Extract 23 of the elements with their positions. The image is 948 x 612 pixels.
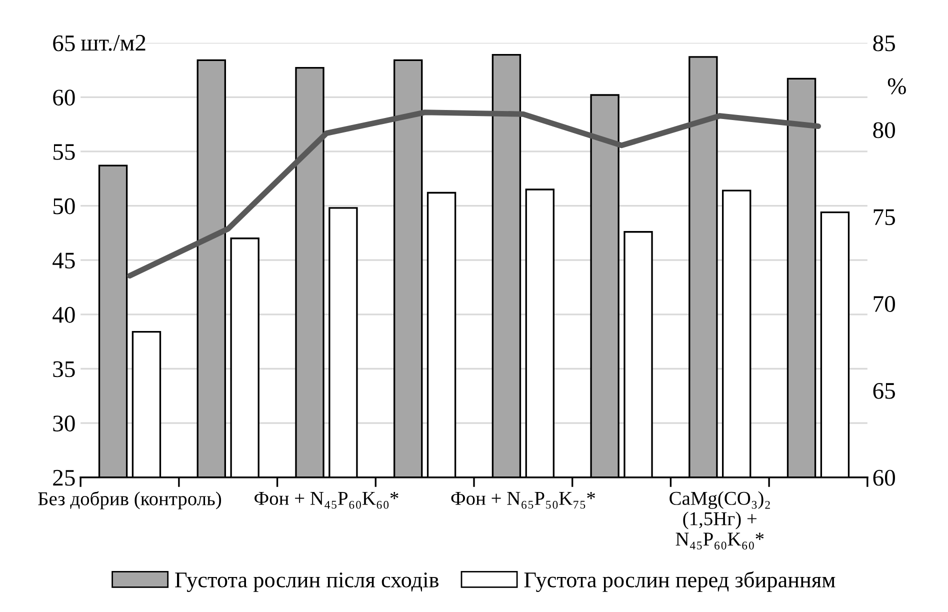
y-tick-label: 35 <box>53 361 75 378</box>
x-tick-label: Фон + N₄₅P₆₀K₆₀* <box>254 492 398 509</box>
y-tick-label: 40 <box>52 306 75 323</box>
legend-label: Густота рослин перед збиранням <box>524 571 836 592</box>
y-tick-label: 30 <box>53 416 75 432</box>
y2-tick-label: 70 <box>874 296 895 312</box>
x-tick-label: CaMg(CO₃)₂ (1,5Нг) + N₄₅P₆₀K₆₀* <box>670 491 770 550</box>
y-tick-label: 55 <box>53 144 75 160</box>
y2-tick-label: 80 <box>873 122 895 138</box>
y-tick-label: 50 <box>53 198 75 214</box>
y-tick-label: 65 <box>53 35 75 52</box>
x-tick-label: Без добрив (контроль) <box>38 491 222 510</box>
y-axis-title: шт./м2 <box>80 34 146 51</box>
y2-axis-title: % <box>888 78 906 94</box>
y2-tick-label: 65 <box>873 383 895 399</box>
y2-tick-label: 75 <box>874 209 895 226</box>
y2-tick-label: 85 <box>873 35 895 52</box>
y-tick-label: 60 <box>53 90 75 106</box>
y-tick-label: 45 <box>52 252 75 269</box>
y2-tick-label: 60 <box>873 470 895 486</box>
x-tick-label: Фон + N₆₅P₅₀K₇₅* <box>451 492 595 509</box>
y-tick-label: 25 <box>53 470 75 486</box>
legend-label: Густота рослин після сходів <box>175 572 439 592</box>
